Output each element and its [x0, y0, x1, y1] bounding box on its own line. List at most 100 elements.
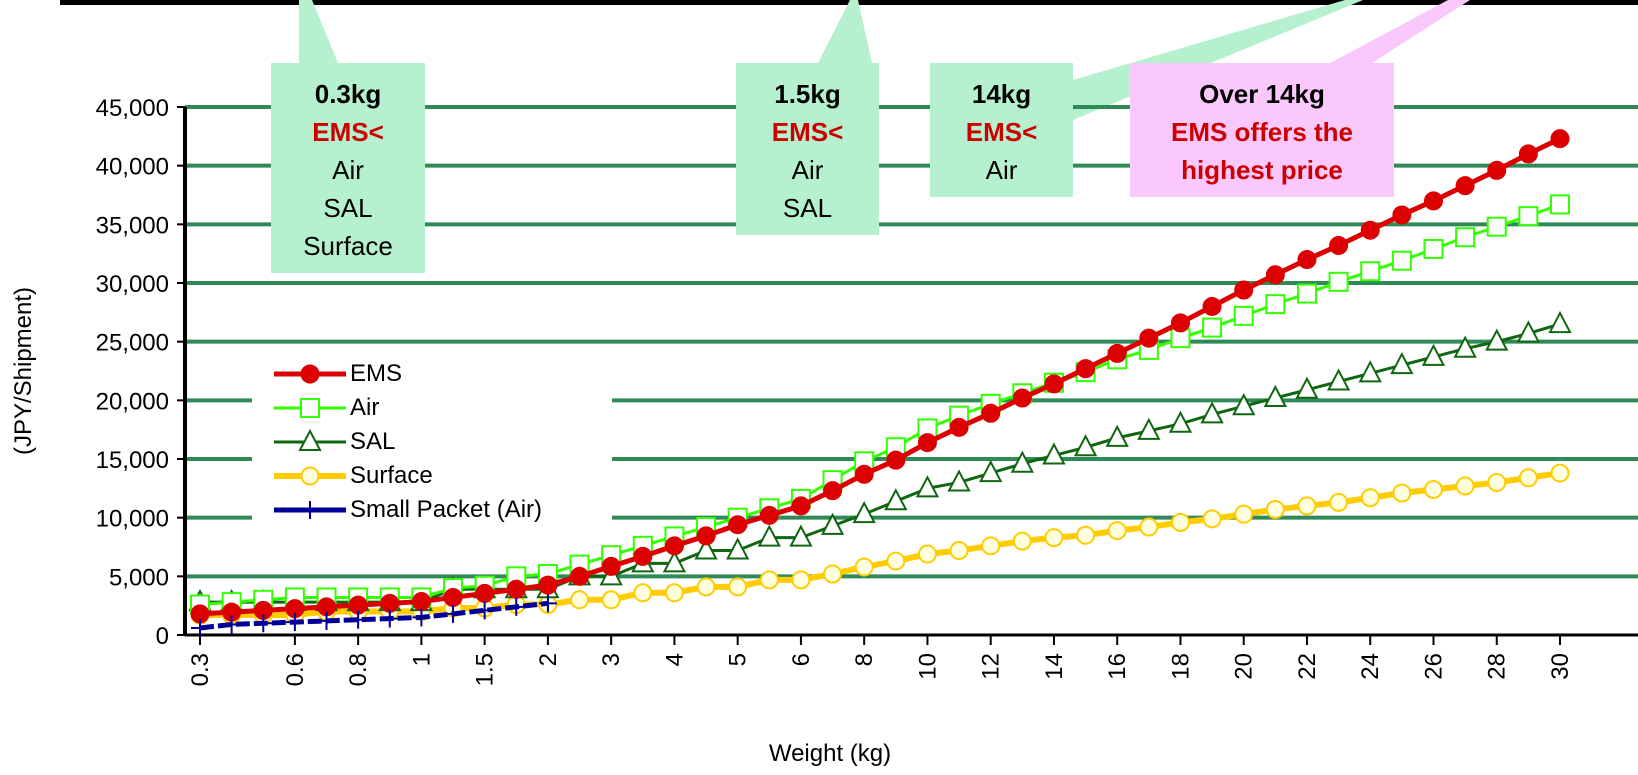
callout-pointer [818, 0, 872, 63]
data-point-ems [886, 450, 906, 470]
data-point-sal [1390, 351, 1414, 375]
data-point-ems [664, 536, 684, 556]
data-point-surface [1518, 468, 1538, 488]
legend-label: Small Packet (Air) [350, 496, 543, 523]
legend-marker [298, 428, 322, 451]
annotation-weight: 1.5kg [774, 79, 841, 109]
data-point-sal [1295, 376, 1319, 399]
series-small-packet-air [191, 594, 557, 637]
annotation-1-5kg: 1.5kg EMS< Air SAL [736, 63, 879, 235]
data-point-surface [1265, 499, 1285, 519]
y-tick-label: 30,000 [96, 271, 169, 298]
x-tick-label: 4 [661, 653, 688, 666]
legend-marker [300, 364, 320, 384]
y-axis-title: (JPY/Shipment) [10, 286, 37, 456]
data-point-ems [1202, 296, 1222, 316]
y-tick-label: 40,000 [96, 154, 169, 181]
x-tick-label: 28 [1484, 653, 1511, 680]
y-tick-label: 5,000 [109, 564, 169, 591]
y-tick-label: 45,000 [96, 95, 169, 122]
x-tick-label: 6 [788, 653, 815, 666]
data-point-air [1360, 261, 1381, 282]
data-point-ems [601, 556, 621, 576]
x-tick-label: 14 [1041, 653, 1068, 680]
annotation-ems: EMS< [312, 117, 384, 147]
data-point-ems [411, 592, 431, 612]
x-tick-label: 3 [598, 653, 625, 666]
data-point-sal [1326, 368, 1351, 391]
data-point-sal [1516, 320, 1541, 343]
data-point-surface [1044, 528, 1064, 548]
legend-label: Surface [350, 462, 433, 489]
data-point-surface [1423, 480, 1443, 500]
data-point-sal [1168, 410, 1193, 433]
data-point-air [1265, 294, 1286, 315]
data-point-sal [884, 488, 908, 511]
data-point-ems [1170, 313, 1190, 333]
data-point-ems [1360, 220, 1380, 240]
data-point-ems [1076, 359, 1096, 379]
data-point-sal [1010, 450, 1034, 473]
y-tick-label: 20,000 [96, 388, 169, 415]
data-point-surface [886, 551, 906, 571]
annotation-ems-line1: EMS offers the [1170, 117, 1354, 147]
data-point-ems [696, 526, 716, 546]
data-point-sal [1200, 401, 1224, 424]
x-tick-label: 22 [1294, 653, 1321, 680]
legend-swatch-air [274, 398, 346, 418]
data-point-surface [791, 570, 811, 590]
data-point-ems [506, 579, 526, 599]
legend-swatch-surface [274, 466, 346, 486]
data-point-air [1296, 283, 1317, 304]
annotation-weight: 0.3kg [314, 79, 382, 109]
legend-marker [300, 398, 320, 418]
data-point-surface [823, 564, 843, 584]
x-tick-label: 24 [1357, 653, 1384, 680]
data-point-sal [1042, 442, 1066, 465]
data-point-air [1518, 206, 1539, 227]
data-point-sal [1232, 393, 1256, 416]
data-point-surface [949, 541, 969, 561]
data-point-ems [1107, 343, 1127, 363]
legend-label: SAL [350, 428, 396, 455]
legend-swatch-small-packet [274, 501, 346, 519]
data-point-surface [1329, 492, 1349, 512]
annotation-ems: EMS< [965, 117, 1038, 147]
data-point-surface [1012, 531, 1032, 551]
data-point-ems [475, 583, 495, 603]
data-point-surface [1139, 517, 1159, 537]
data-point-ems [570, 566, 590, 586]
data-point-air [1550, 194, 1570, 215]
data-point-ems [1518, 144, 1538, 164]
y-tick-label: 0 [156, 623, 169, 650]
data-point-surface [1076, 525, 1096, 545]
data-point-sal [662, 550, 687, 573]
annotation-sal: SAL [323, 193, 373, 223]
x-tick-label: 0.8 [345, 653, 372, 686]
data-point-sal [789, 524, 813, 547]
annotation-weight: 14kg [971, 79, 1032, 109]
x-tick-label: 2 [535, 653, 562, 666]
data-point-air [1328, 271, 1349, 292]
data-point-ems [1297, 250, 1317, 270]
x-tick-label: 0.3 [187, 653, 214, 686]
annotation-ems: EMS< [771, 117, 844, 147]
data-point-ems [854, 464, 874, 484]
data-point-sal [1105, 424, 1129, 447]
data-point-ems [759, 505, 779, 525]
x-axis-title: Weight (kg) [768, 740, 892, 767]
data-point-surface [1107, 521, 1127, 541]
legend-label: EMS [350, 360, 403, 387]
data-point-ems [1329, 235, 1349, 255]
data-point-sal [947, 469, 971, 492]
data-point-surface [1455, 476, 1475, 496]
data-point-ems [823, 481, 843, 501]
data-point-sal [1263, 384, 1288, 407]
data-point-surface [1550, 463, 1570, 483]
data-point-sal [757, 524, 781, 547]
annotation-ems-line2: highest price [1181, 155, 1343, 185]
annotation-14kg: 14kg EMS< Air [930, 63, 1073, 197]
x-tick-label: 16 [1104, 653, 1131, 680]
x-tick-label: 5 [725, 653, 752, 666]
data-point-ems [1423, 191, 1443, 211]
